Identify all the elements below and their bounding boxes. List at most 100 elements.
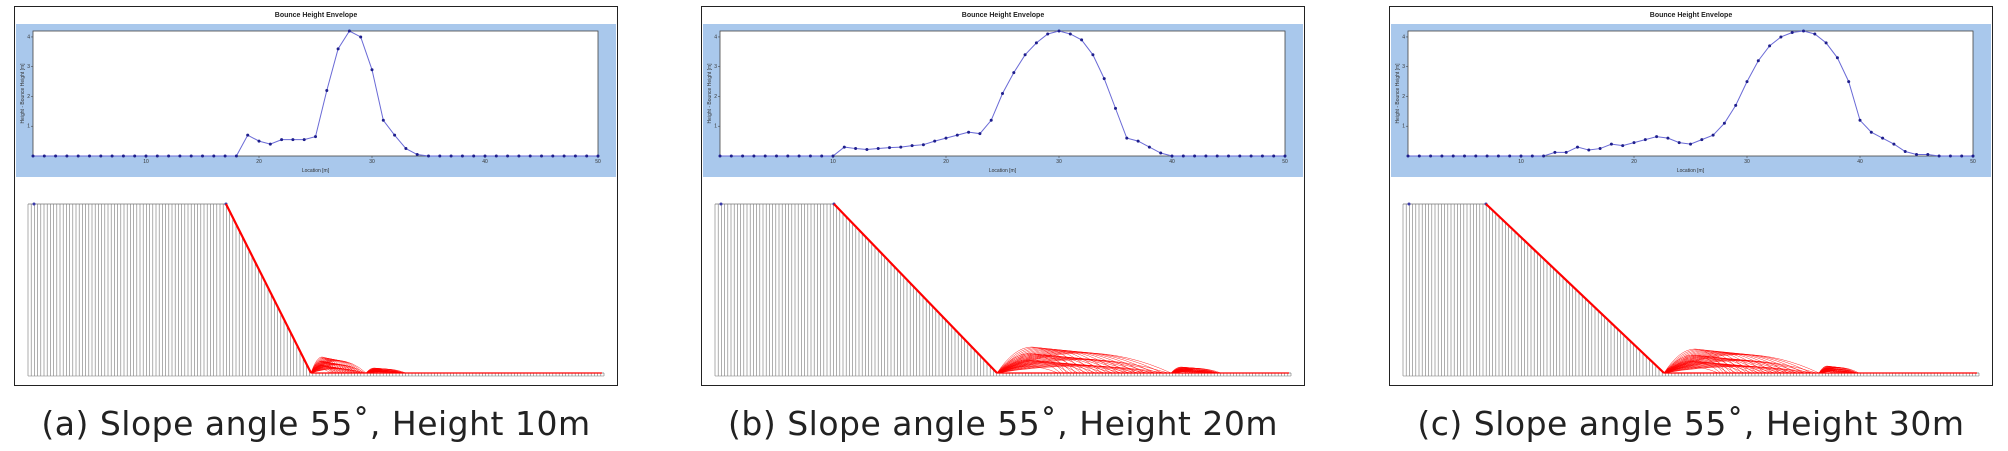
- bounce-arc: [1663, 351, 1773, 374]
- data-point: [1463, 154, 1466, 158]
- data-point: [1080, 38, 1084, 42]
- data-point: [1102, 77, 1106, 81]
- data-point: [1960, 154, 1964, 158]
- data-point: [302, 138, 306, 142]
- data-point: [1238, 154, 1242, 158]
- chart-title: Bounce Height Envelope: [275, 12, 358, 19]
- data-point: [1903, 150, 1907, 154]
- data-point: [1576, 145, 1579, 149]
- data-point: [31, 154, 35, 158]
- data-point: [1283, 154, 1287, 158]
- data-point: [1417, 154, 1421, 158]
- data-point: [359, 35, 363, 39]
- data-point: [540, 154, 543, 158]
- bounce-arc: [1663, 348, 1727, 374]
- data-point: [842, 145, 846, 149]
- data-point: [797, 154, 801, 158]
- data-point: [786, 154, 790, 158]
- y-tick-label: 4: [714, 34, 717, 40]
- bounce-arc: [996, 350, 1137, 374]
- figure-panel-b: Bounce Height Envelope 1 2 3 4 10 20 30 40 50 Loca…: [701, 6, 1305, 386]
- data-point: [1012, 71, 1016, 75]
- data-point: [1451, 154, 1455, 158]
- data-point: [65, 154, 69, 158]
- data-point: [506, 154, 510, 158]
- bounce-arc: [996, 352, 1163, 374]
- bounce-chart-a: Bounce Height Envelope 1 2 3 4 10 20 30 40 50 Loca…: [14, 6, 618, 386]
- bounce-arc: [996, 347, 1076, 374]
- data-point: [1485, 154, 1489, 158]
- data-point: [1835, 56, 1839, 60]
- data-point: [1530, 154, 1534, 158]
- data-point: [1655, 135, 1659, 139]
- data-point: [910, 144, 914, 148]
- data-point: [1114, 106, 1117, 110]
- data-point: [460, 154, 464, 158]
- data-point: [989, 118, 993, 122]
- data-point: [1948, 154, 1952, 158]
- caption-c: (c) Slope angle 55˚, Height 30m: [1417, 404, 1965, 443]
- y-tick-label: 4: [27, 34, 30, 40]
- bounce-arc: [1663, 359, 1809, 374]
- data-point: [223, 154, 227, 158]
- data-point: [820, 154, 824, 158]
- data-point: [1023, 53, 1027, 57]
- rockfall-slope-trace: [833, 203, 998, 374]
- data-point: [1553, 150, 1557, 154]
- data-point: [1847, 80, 1851, 84]
- data-point: [1745, 80, 1749, 84]
- data-point: [449, 154, 453, 158]
- plot-area: [1407, 30, 1974, 157]
- x-tick-label: 20: [1631, 159, 1637, 165]
- data-point: [1406, 154, 1410, 158]
- data-point: [763, 154, 767, 158]
- data-point: [1666, 136, 1670, 140]
- y-axis-label: Height - Bounce Height [m]: [707, 63, 713, 124]
- bounce-arc: [365, 367, 383, 374]
- y-tick-label: 3: [714, 64, 717, 70]
- data-point: [718, 154, 722, 158]
- x-tick-label: 10: [1518, 159, 1524, 165]
- data-point: [1001, 92, 1004, 95]
- data-point: [808, 154, 812, 158]
- x-tick-label: 30: [1056, 159, 1062, 165]
- caption-b: (b) Slope angle 55˚, Height 20m: [728, 404, 1278, 443]
- data-point: [325, 89, 329, 93]
- data-point: [1858, 118, 1862, 122]
- data-point: [1057, 29, 1061, 33]
- data-point: [1926, 153, 1930, 157]
- data-point: [1091, 53, 1095, 57]
- bounce-arc: [1663, 353, 1812, 374]
- data-point: [178, 154, 182, 158]
- data-point: [1181, 154, 1185, 158]
- data-point: [1249, 154, 1253, 158]
- data-point: [1046, 32, 1050, 36]
- x-tick-label: 40: [1857, 159, 1863, 165]
- y-tick-label: 3: [27, 64, 30, 70]
- data-point: [1429, 154, 1433, 158]
- y-tick-label: 1: [27, 124, 30, 130]
- data-point: [1170, 154, 1174, 158]
- y-tick-label: 4: [1402, 34, 1405, 40]
- data-point: [189, 154, 193, 158]
- data-point: [1734, 103, 1738, 107]
- data-point: [212, 154, 216, 158]
- data-point: [268, 142, 272, 146]
- x-tick-label: 50: [1970, 159, 1976, 165]
- data-point: [596, 154, 600, 158]
- data-point: [1700, 138, 1704, 142]
- x-tick-label: 10: [830, 159, 836, 165]
- bounce-chart-b: Bounce Height Envelope 1 2 3 4 10 20 30 40 50 Loca…: [701, 6, 1305, 386]
- data-point: [1824, 41, 1828, 45]
- data-point: [1892, 142, 1896, 146]
- trajectory-plot: [1402, 202, 1980, 377]
- data-point: [865, 147, 869, 151]
- x-tick-label: 20: [943, 159, 949, 165]
- data-point: [1598, 147, 1602, 151]
- data-point: [1272, 154, 1276, 158]
- data-point: [133, 154, 137, 158]
- bounce-arc: [996, 349, 1119, 374]
- data-point: [1722, 121, 1726, 125]
- start-marker: [719, 202, 723, 206]
- y-axis-label: Height - Bounce Height [m]: [20, 63, 26, 124]
